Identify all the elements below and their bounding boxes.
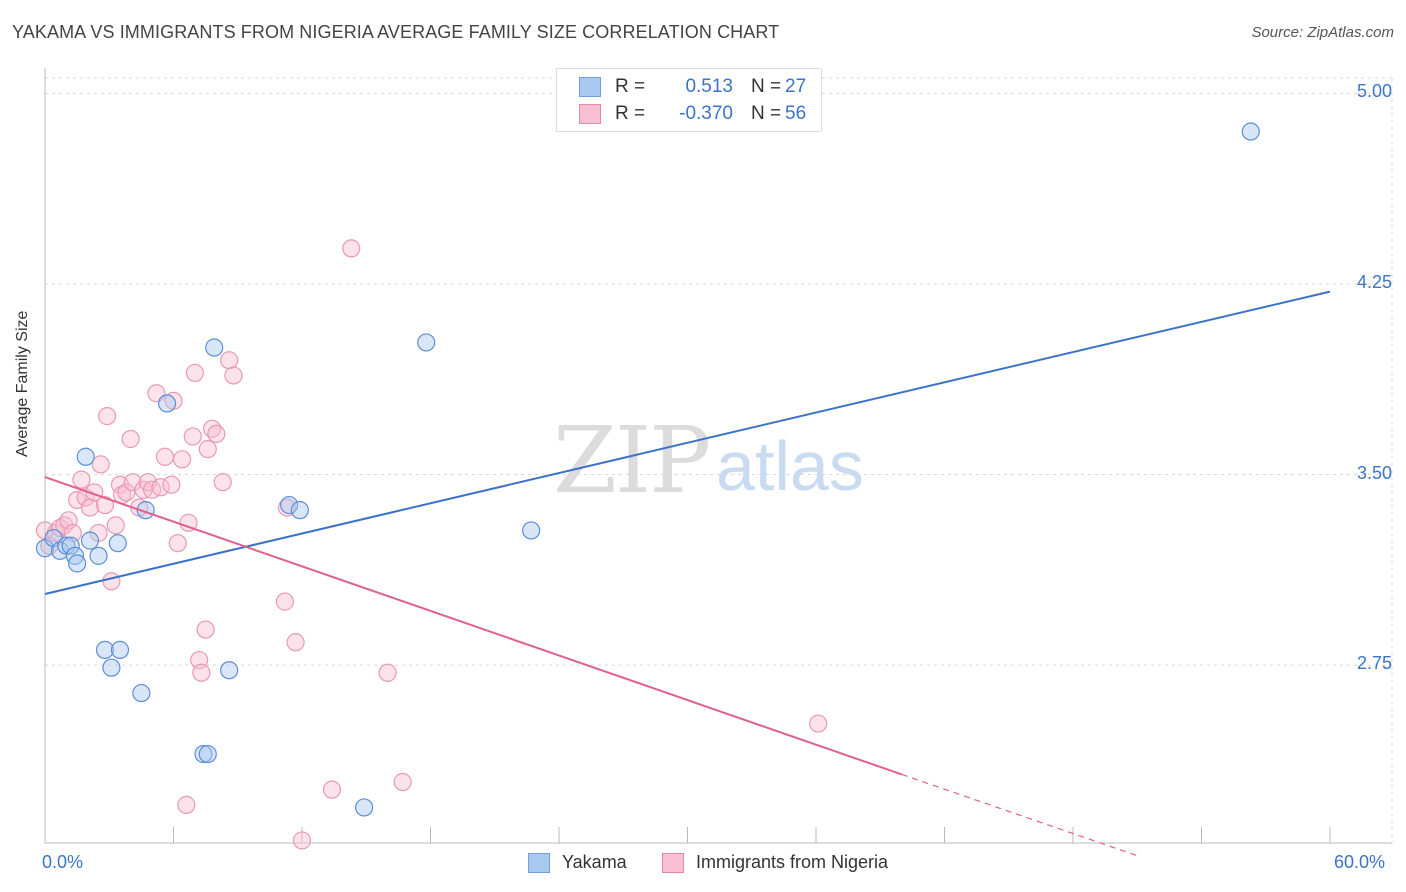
series-nigeria-points	[35, 239, 828, 850]
legend-r-value: -0.370	[679, 103, 733, 124]
data-point-nigeria	[185, 363, 205, 383]
data-point-nigeria	[192, 663, 211, 682]
data-point-nigeria	[198, 440, 217, 459]
data-point-yakama	[355, 798, 374, 817]
data-point-nigeria	[196, 620, 215, 639]
data-point-nigeria	[121, 429, 140, 449]
data-point-nigeria	[322, 780, 342, 799]
legend-n-label: N =	[751, 76, 782, 97]
data-point-nigeria	[220, 351, 239, 370]
watermark-atlas: atlas	[716, 427, 864, 505]
data-point-nigeria	[162, 475, 181, 494]
data-point-nigeria	[393, 772, 412, 792]
data-point-yakama	[76, 447, 95, 466]
data-point-nigeria	[168, 534, 187, 553]
data-point-yakama	[61, 536, 80, 555]
data-point-yakama	[80, 531, 100, 550]
data-point-nigeria	[95, 495, 115, 515]
data-point-nigeria	[286, 633, 305, 652]
y-tick-label: 2.75	[1356, 653, 1392, 674]
watermark: ZIP atlas	[553, 407, 864, 514]
data-point-yakama	[65, 546, 85, 565]
legend-row-yakama: R = 0.513 N = 27	[579, 76, 806, 98]
data-point-yakama	[198, 744, 217, 764]
trend-line-yakama	[44, 290, 1331, 595]
bottom-legend-yakama: Yakama	[528, 852, 627, 873]
data-point-yakama	[95, 640, 115, 659]
data-point-nigeria	[213, 473, 232, 492]
data-point-nigeria	[183, 427, 202, 446]
data-point-yakama	[1241, 122, 1260, 141]
bottom-legend-swatch-blue	[528, 852, 550, 873]
bottom-legend-nigeria: Immigrants from Nigeria	[662, 852, 888, 873]
y-tick-label: 4.25	[1356, 271, 1392, 292]
data-point-nigeria	[179, 513, 198, 532]
data-point-nigeria	[91, 455, 110, 474]
y-tick-label: 3.50	[1356, 462, 1392, 483]
data-point-nigeria	[72, 470, 91, 489]
x-max-label: 60.0%	[1334, 852, 1386, 872]
legend-n-value: 56	[785, 103, 807, 124]
legend-r-label: R =	[615, 103, 646, 124]
data-point-nigeria	[224, 366, 243, 385]
data-point-yakama	[205, 338, 224, 357]
chart-source: Source: ZipAtlas.com	[1251, 24, 1394, 41]
data-point-nigeria	[172, 450, 192, 469]
data-point-yakama	[89, 546, 108, 565]
data-point-nigeria	[80, 498, 100, 517]
legend-n-label: N =	[751, 103, 782, 124]
data-point-yakama	[68, 554, 87, 573]
grid-lines	[45, 77, 1393, 843]
legend-row-nigeria: R = -0.370 N = 56	[579, 103, 806, 125]
data-point-yakama	[220, 661, 239, 680]
x-min-label: 0.0%	[42, 852, 84, 872]
correlation-legend: R = 0.513 N = 27 R = -0.370 N = 56	[556, 68, 822, 132]
legend-swatch-blue	[579, 77, 601, 97]
data-point-nigeria	[275, 592, 294, 611]
data-point-yakama	[108, 534, 127, 553]
data-point-nigeria	[102, 572, 121, 591]
data-point-yakama	[132, 683, 151, 703]
legend-n-value: 27	[785, 76, 807, 97]
data-point-yakama	[102, 658, 121, 677]
legend-r-value: 0.513	[685, 76, 733, 97]
legend-swatch-pink	[579, 104, 601, 124]
trend-lines	[44, 290, 1331, 857]
bottom-legend-label: Yakama	[562, 852, 627, 872]
data-point-nigeria	[177, 795, 196, 814]
data-point-yakama	[157, 394, 177, 413]
chart-title: YAKAMA VS IMMIGRANTS FROM NIGERIA AVERAG…	[12, 22, 780, 42]
bottom-legend-label: Immigrants from Nigeria	[696, 852, 889, 872]
data-point-yakama	[110, 640, 130, 659]
data-point-yakama	[417, 333, 436, 352]
data-point-nigeria	[106, 516, 125, 535]
trend-line-nigeria-extension	[901, 773, 1138, 857]
data-point-nigeria	[378, 663, 397, 682]
data-point-nigeria	[207, 424, 226, 444]
data-point-yakama	[522, 521, 541, 540]
trend-line-nigeria	[44, 476, 902, 776]
y-axis-label: Average Family Size	[14, 310, 31, 457]
axes	[44, 68, 1392, 844]
data-point-nigeria	[155, 447, 175, 466]
data-point-nigeria	[809, 714, 828, 733]
watermark-zip: ZIP	[553, 407, 709, 514]
legend-r-label: R =	[615, 76, 646, 97]
data-point-nigeria	[151, 478, 170, 497]
y-tick-label: 5.00	[1356, 81, 1392, 102]
series-yakama-points	[35, 122, 1260, 817]
data-point-yakama	[194, 744, 213, 764]
bottom-legend-swatch-pink	[662, 852, 684, 873]
data-point-nigeria	[292, 831, 312, 850]
data-point-yakama	[280, 495, 299, 515]
data-point-nigeria	[342, 239, 361, 258]
data-point-nigeria	[98, 407, 117, 426]
data-point-yakama	[290, 501, 309, 520]
